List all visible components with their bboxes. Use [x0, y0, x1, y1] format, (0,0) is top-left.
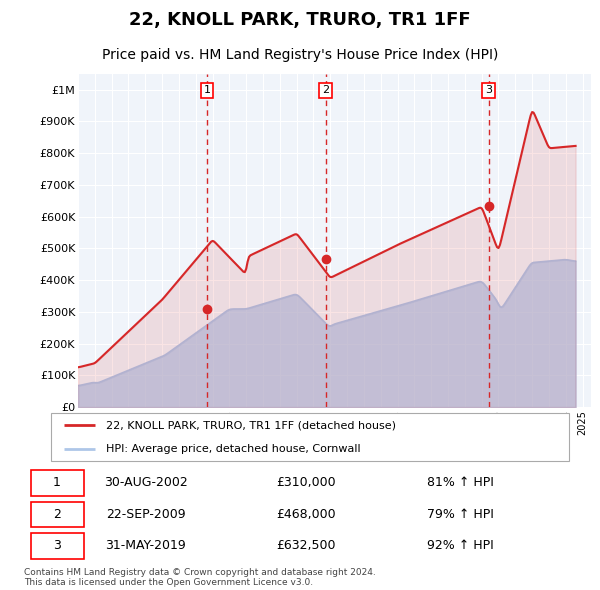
- Text: 79% ↑ HPI: 79% ↑ HPI: [427, 507, 494, 520]
- Text: 22, KNOLL PARK, TRURO, TR1 1FF: 22, KNOLL PARK, TRURO, TR1 1FF: [129, 11, 471, 29]
- Text: 1: 1: [203, 86, 211, 96]
- Text: 92% ↑ HPI: 92% ↑ HPI: [427, 539, 494, 552]
- FancyBboxPatch shape: [31, 502, 83, 527]
- Text: 30-AUG-2002: 30-AUG-2002: [104, 476, 188, 489]
- Text: £310,000: £310,000: [276, 476, 336, 489]
- Text: 2: 2: [53, 507, 61, 520]
- Text: 2: 2: [322, 86, 329, 96]
- Text: Price paid vs. HM Land Registry's House Price Index (HPI): Price paid vs. HM Land Registry's House …: [102, 48, 498, 62]
- Text: £632,500: £632,500: [276, 539, 336, 552]
- Text: 22, KNOLL PARK, TRURO, TR1 1FF (detached house): 22, KNOLL PARK, TRURO, TR1 1FF (detached…: [106, 420, 396, 430]
- FancyBboxPatch shape: [31, 470, 83, 496]
- Text: 3: 3: [485, 86, 492, 96]
- Text: 31-MAY-2019: 31-MAY-2019: [106, 539, 186, 552]
- FancyBboxPatch shape: [31, 533, 83, 559]
- FancyBboxPatch shape: [50, 414, 569, 461]
- Text: 1: 1: [53, 476, 61, 489]
- Text: HPI: Average price, detached house, Cornwall: HPI: Average price, detached house, Corn…: [106, 444, 361, 454]
- Text: 22-SEP-2009: 22-SEP-2009: [106, 507, 186, 520]
- Text: Contains HM Land Registry data © Crown copyright and database right 2024.
This d: Contains HM Land Registry data © Crown c…: [24, 568, 376, 587]
- Text: 3: 3: [53, 539, 61, 552]
- Text: 81% ↑ HPI: 81% ↑ HPI: [427, 476, 494, 489]
- Text: £468,000: £468,000: [276, 507, 336, 520]
